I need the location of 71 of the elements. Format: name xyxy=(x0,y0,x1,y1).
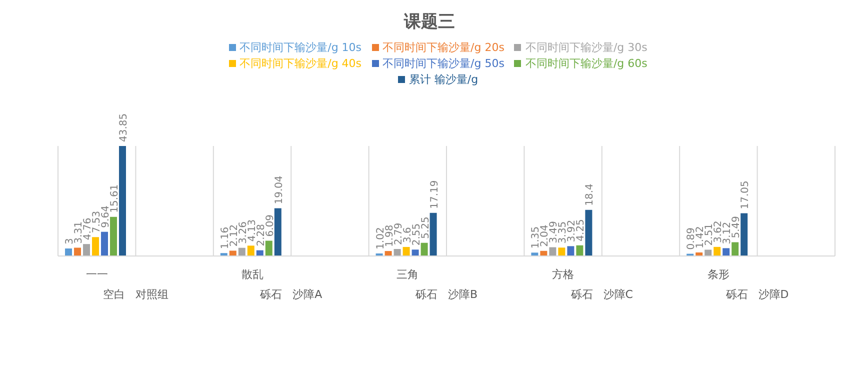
bar xyxy=(722,248,730,256)
legend-label: 累计 输沙量/g xyxy=(408,73,478,86)
bar xyxy=(74,248,81,256)
bar xyxy=(82,244,90,256)
data-label: 7.53 xyxy=(91,210,102,234)
bar xyxy=(740,213,748,256)
data-label: 3.26 xyxy=(238,222,249,244)
legend-label: 不同时间下输沙量/g 20s xyxy=(382,41,504,54)
chart-title: 课题三 xyxy=(402,11,456,34)
bar xyxy=(549,247,556,256)
bar xyxy=(100,232,108,256)
data-label: 6.09 xyxy=(264,214,276,237)
legend-label: 不同时间下输沙量/g 60s xyxy=(525,57,648,70)
text: 砾石 沙障C xyxy=(570,288,634,301)
bar xyxy=(247,246,254,256)
bar xyxy=(265,240,272,256)
data-label: 1.02 xyxy=(375,227,386,250)
data-label: 2.55 xyxy=(411,223,422,246)
data-label: 3.31 xyxy=(73,221,84,244)
data-label: 9.64 xyxy=(100,206,112,228)
data-label: 5.49 xyxy=(731,216,742,238)
data-label: 4.25 xyxy=(576,219,587,242)
bar xyxy=(92,237,99,256)
x-tick-label: 一一 xyxy=(86,268,108,281)
bar xyxy=(274,208,282,256)
x-tick-label: 方格 xyxy=(552,268,574,281)
bar xyxy=(402,246,410,256)
bar xyxy=(576,245,584,256)
data-label: 15.61 xyxy=(109,184,120,213)
bar xyxy=(394,249,401,256)
legend-label: 不同时间下输沙量/g 30s xyxy=(525,41,648,54)
x-tick-label: 散乱 xyxy=(241,268,264,281)
bar xyxy=(118,146,126,256)
x-tick-label: 三角 xyxy=(396,268,419,281)
bar xyxy=(384,251,392,256)
bar xyxy=(585,210,592,256)
data-label: 2.12 xyxy=(228,224,240,247)
data-label: 17.05 xyxy=(740,180,752,210)
text: 砾石 沙障B xyxy=(414,288,478,301)
data-label: 19.04 xyxy=(274,176,285,204)
data-label: 5.25 xyxy=(420,216,432,239)
legend-label: 不同时间下输沙量/g 10s xyxy=(240,41,362,54)
data-label: 2.79 xyxy=(393,222,404,245)
text: 空白 对照组 xyxy=(102,288,168,301)
bar xyxy=(64,248,72,256)
bar xyxy=(412,250,419,256)
bar xyxy=(420,242,428,256)
data-label: 4.13 xyxy=(246,219,258,242)
data-label: 17.19 xyxy=(429,180,440,209)
data-label: 2.28 xyxy=(256,224,267,246)
data-label: 4.76 xyxy=(82,218,94,240)
bar xyxy=(732,242,739,256)
legend-label: 不同时间下输沙量/g 50s xyxy=(382,57,504,70)
data-label: 18.4 xyxy=(584,184,596,206)
bar xyxy=(238,248,246,256)
data-label: 1.16 xyxy=(220,226,231,250)
legend-label: 不同时间下输沙量/g 40s xyxy=(240,57,362,70)
bar xyxy=(430,212,437,256)
x-tick-label: 条形 xyxy=(707,268,730,281)
data-label: 3 xyxy=(64,238,76,244)
bar xyxy=(714,246,721,256)
bar xyxy=(110,216,117,256)
data-label: 43.85 xyxy=(118,113,130,142)
bar xyxy=(229,250,236,256)
data-label: 3.6 xyxy=(402,227,414,243)
text: 砾石 沙障D xyxy=(724,288,789,301)
bar xyxy=(704,250,712,256)
data-label: 1.98 xyxy=(384,224,396,248)
text: 砾石 沙障A xyxy=(259,288,323,301)
bar xyxy=(567,246,574,256)
bar xyxy=(558,248,566,256)
